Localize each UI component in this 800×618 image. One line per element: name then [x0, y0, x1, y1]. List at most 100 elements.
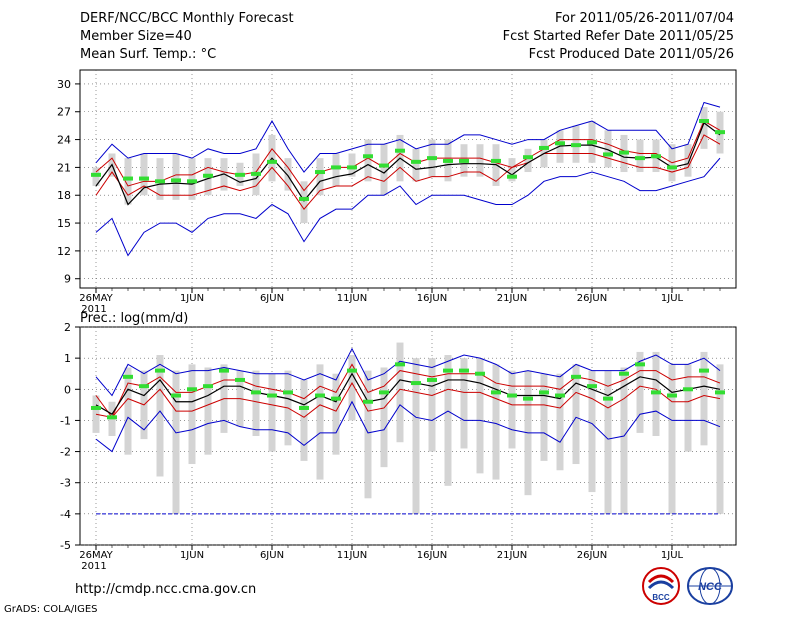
x-tick-label: 26MAY: [79, 550, 113, 561]
observed-marker: [555, 141, 565, 146]
x-tick-label: 1JUN: [180, 293, 204, 304]
series-mean: [95, 372, 721, 416]
observed-marker: [171, 178, 181, 183]
observed-marker: [651, 154, 661, 159]
range-box: [364, 139, 372, 182]
range-box: [332, 373, 340, 455]
observed-marker: [491, 390, 501, 395]
variable-label: Mean Surf. Temp.: °C: [80, 47, 217, 62]
observed-marker: [603, 152, 613, 157]
grads-credit: GrADS: COLA/IGES: [4, 604, 98, 615]
range-box: [636, 351, 644, 433]
range-box: [332, 153, 340, 186]
observed-marker: [219, 368, 229, 373]
y-tick-label: 12: [57, 245, 71, 258]
x-tick-label: 6JUN: [260, 550, 284, 561]
observed-marker: [715, 130, 725, 135]
range-box: [588, 370, 596, 493]
range-box: [348, 355, 356, 421]
x-tick-label: 21JUN: [497, 293, 527, 304]
observed-marker: [699, 368, 709, 373]
observed-marker: [539, 145, 549, 150]
bcc-logo-text: BCC: [652, 593, 670, 602]
plot-frame: [79, 69, 737, 289]
observed-marker: [235, 377, 245, 382]
series-max: [95, 157, 721, 257]
x-tick-label: 1JUN: [180, 550, 204, 561]
observed-marker: [395, 148, 405, 153]
observed-marker: [459, 368, 469, 373]
series-lower-band: [95, 382, 721, 418]
started-date: Fcst Started Refer Date 2011/05/25: [502, 29, 734, 44]
series-max: [95, 347, 721, 397]
x-tick-year-label: 2011: [81, 304, 106, 315]
observed-marker: [683, 387, 693, 392]
series-mean: [95, 121, 721, 206]
observed-marker: [267, 393, 277, 398]
observed-marker: [123, 176, 133, 181]
range-box: [572, 364, 580, 465]
forecast-period: For 2011/05/26-2011/07/04: [555, 11, 734, 26]
range-box: [412, 148, 420, 182]
range-box: [204, 367, 212, 455]
observed-marker: [635, 362, 645, 367]
source-url[interactable]: http://cmdp.ncc.cma.gov.cn: [75, 582, 257, 597]
range-box: [364, 370, 372, 499]
produced-date: Fcst Produced Date 2011/05/26: [528, 47, 734, 62]
observed-marker: [699, 119, 709, 124]
range-box: [668, 364, 676, 514]
observed-marker: [523, 396, 533, 401]
series-min: [95, 400, 721, 453]
range-box: [124, 158, 132, 205]
x-tick-label: 21JUN: [497, 550, 527, 561]
observed-marker: [155, 179, 165, 184]
observed-marker: [251, 171, 261, 176]
observed-marker: [283, 390, 293, 395]
range-box: [380, 367, 388, 468]
range-box: [124, 367, 132, 455]
y-tick-label: -4: [60, 508, 71, 521]
observed-marker: [539, 390, 549, 395]
observed-marker: [363, 154, 373, 159]
observed-marker: [475, 371, 485, 376]
x-tick-label: 16JUN: [417, 293, 447, 304]
observed-marker: [587, 140, 597, 145]
series-upper-band: [95, 134, 721, 210]
observed-marker: [619, 371, 629, 376]
x-tick-label: 26JUN: [577, 550, 607, 561]
observed-marker: [203, 173, 213, 178]
range-box: [188, 364, 196, 465]
observed-marker: [571, 374, 581, 379]
range-box: [460, 358, 468, 449]
observed-marker: [203, 384, 213, 389]
observed-marker: [347, 165, 357, 170]
range-box: [380, 144, 388, 196]
observed-marker: [507, 174, 517, 179]
observed-marker: [251, 390, 261, 395]
observed-marker: [139, 176, 149, 181]
y-tick-label: 15: [57, 217, 71, 230]
range-box: [268, 373, 276, 452]
observed-marker: [443, 158, 453, 163]
observed-marker: [171, 393, 181, 398]
observed-marker: [347, 368, 357, 373]
range-box: [412, 358, 420, 514]
observed-marker: [187, 387, 197, 392]
x-tick-label: 1JUL: [661, 293, 684, 304]
range-box: [684, 144, 692, 177]
range-box: [156, 158, 164, 200]
y-tick-label: 27: [57, 106, 71, 119]
range-box: [636, 139, 644, 173]
range-box: [284, 158, 292, 191]
ncc-logo-text: NCC: [698, 581, 723, 593]
observed-marker: [331, 165, 341, 170]
observed-marker: [395, 362, 405, 367]
y-tick-label: -3: [60, 477, 71, 490]
observed-marker: [299, 405, 309, 410]
range-box: [620, 367, 628, 514]
y-tick-label: 21: [57, 161, 71, 174]
observed-marker: [379, 163, 389, 168]
